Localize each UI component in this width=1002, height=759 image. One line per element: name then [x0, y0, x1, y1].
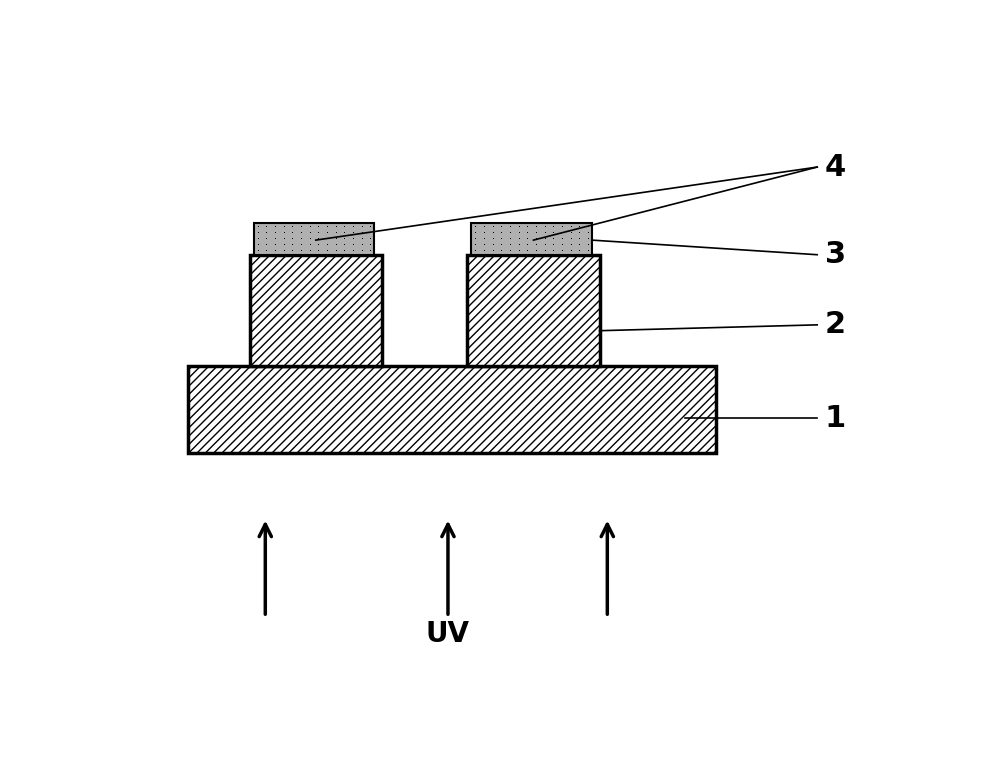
- Text: 2: 2: [825, 310, 846, 339]
- Text: 3: 3: [825, 240, 846, 269]
- Bar: [471, 222, 591, 255]
- Bar: [187, 366, 715, 453]
- Text: 4: 4: [825, 153, 846, 181]
- Bar: [254, 222, 374, 255]
- Bar: [467, 255, 599, 366]
- Text: UV: UV: [426, 620, 470, 648]
- Text: 1: 1: [825, 404, 846, 433]
- Bar: [249, 255, 382, 366]
